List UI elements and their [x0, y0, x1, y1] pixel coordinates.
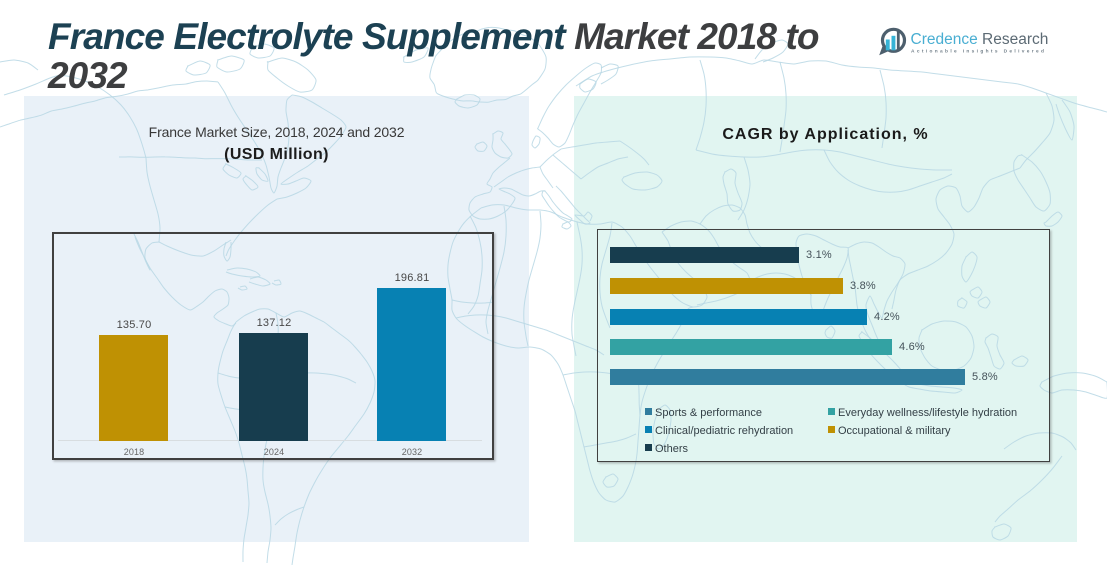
- svg-text:Credence Research: Credence Research: [911, 31, 1049, 48]
- svg-text:Actionable Insights Delivered: Actionable Insights Delivered: [911, 49, 1046, 55]
